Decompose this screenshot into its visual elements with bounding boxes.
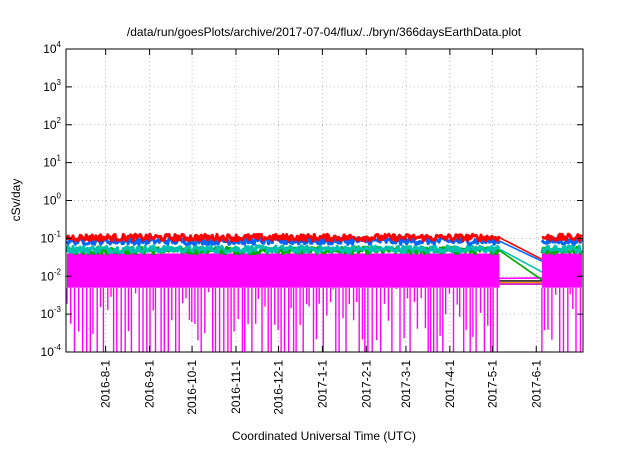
y-tick-base: 10 bbox=[43, 118, 57, 132]
x-tick-label: 2017-1-1 bbox=[315, 360, 329, 408]
y-tick-exponent: 3 bbox=[57, 78, 62, 87]
series-gap-line bbox=[499, 249, 541, 272]
x-axis-label: Coordinated Universal Time (UTC) bbox=[232, 429, 416, 443]
x-tick-label: 2016-8-1 bbox=[99, 360, 113, 408]
y-tick-base: 10 bbox=[43, 156, 57, 170]
series-spikes bbox=[67, 288, 497, 352]
y-tick-label: 103 bbox=[43, 78, 61, 94]
y-axis-label: cSv/day bbox=[9, 179, 23, 222]
y-tick-label: 101 bbox=[43, 154, 61, 170]
x-tick-label: 2016-10-1 bbox=[185, 360, 199, 415]
x-tick-label: 2017-2-1 bbox=[359, 360, 373, 408]
y-tick-label: 102 bbox=[43, 116, 61, 132]
y-tick-exponent: -3 bbox=[54, 305, 62, 314]
x-tick-label: 2017-6-1 bbox=[529, 360, 543, 408]
series-band bbox=[67, 253, 499, 287]
y-tick-base: 10 bbox=[41, 269, 55, 283]
chart-title: /data/run/goesPlots/archive/2017-07-04/f… bbox=[127, 25, 522, 39]
x-tick-label: 2016-9-1 bbox=[143, 360, 157, 408]
series-spikes bbox=[542, 288, 581, 352]
y-tick-base: 10 bbox=[41, 307, 55, 321]
x-tick-label: 2016-11-1 bbox=[229, 360, 243, 414]
y-tick-exponent: 4 bbox=[57, 40, 62, 49]
x-tick-label: 2016-12-1 bbox=[271, 360, 285, 415]
y-tick-exponent: 2 bbox=[57, 116, 62, 125]
y-tick-base: 10 bbox=[43, 194, 57, 208]
y-tick-label: 100 bbox=[43, 192, 61, 208]
y-tick-base: 10 bbox=[43, 42, 57, 56]
y-tick-label: 10-3 bbox=[41, 305, 62, 321]
y-tick-exponent: -4 bbox=[54, 343, 62, 352]
series-gap-line bbox=[499, 241, 541, 261]
y-tick-exponent: 0 bbox=[57, 192, 62, 201]
y-tick-label: 10-2 bbox=[41, 267, 62, 283]
y-tick-label: 10-4 bbox=[41, 343, 62, 359]
series-band bbox=[542, 253, 582, 287]
y-tick-exponent: -2 bbox=[54, 267, 62, 276]
x-tick-label: 2017-4-1 bbox=[443, 360, 457, 408]
y-tick-exponent: -1 bbox=[54, 229, 62, 238]
y-tick-label: 10-1 bbox=[41, 229, 62, 245]
y-tick-label: 104 bbox=[43, 40, 61, 56]
series-gap-line bbox=[499, 250, 541, 279]
y-tick-base: 10 bbox=[43, 80, 57, 94]
y-tick-base: 10 bbox=[41, 231, 55, 245]
x-tick-label: 2017-3-1 bbox=[399, 360, 413, 408]
x-tick-label: 2017-5-1 bbox=[485, 360, 499, 408]
y-tick-base: 10 bbox=[41, 345, 55, 359]
y-tick-exponent: 1 bbox=[57, 154, 62, 163]
series-line bbox=[67, 234, 499, 241]
plot-area bbox=[67, 234, 582, 352]
series-gap-line bbox=[499, 238, 541, 260]
